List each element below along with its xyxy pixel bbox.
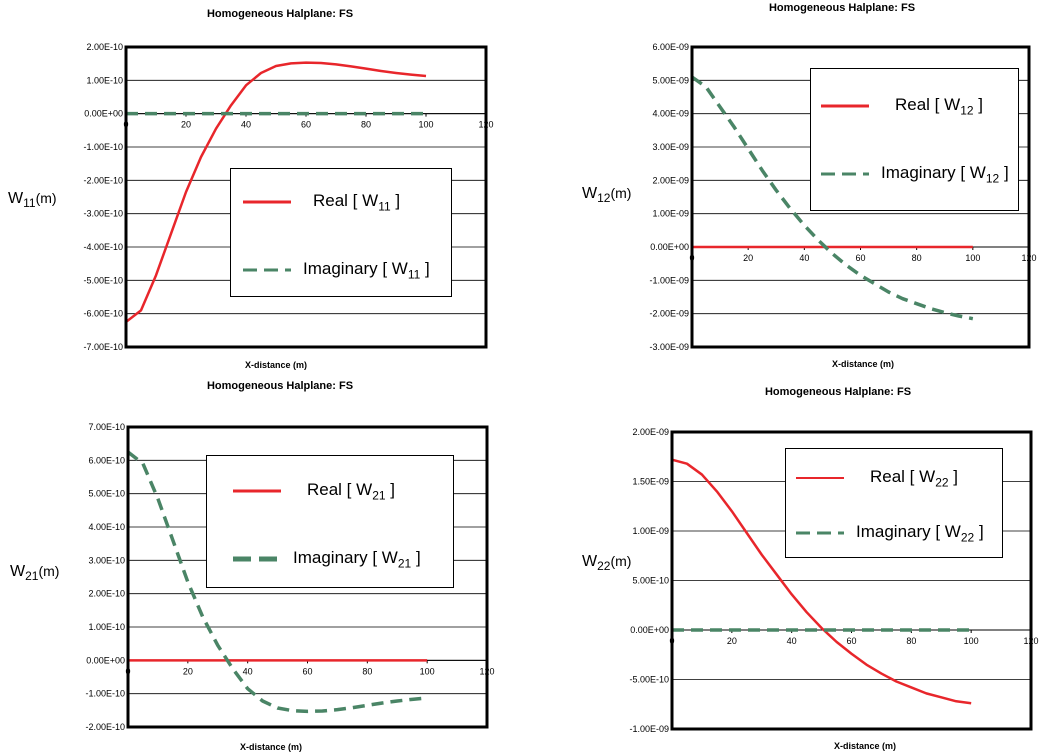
- legend: Real [ W22 ] Imaginary [ W22 ]: [785, 448, 1003, 558]
- legend-imag-label: Imaginary [ W12 ]: [881, 163, 1009, 186]
- plot-frame: [124, 45, 488, 349]
- y-tick-label: -5.00E-10: [629, 675, 669, 685]
- y-tick-label: 2.00E-10: [86, 42, 123, 52]
- y-tick-label: 6.00E-10: [88, 455, 125, 465]
- chart-w22: Homogeneous Halplane: FS W22(m) -1.00E-0…: [532, 378, 1064, 756]
- plot-area: -1.00E-09 -5.00E-10 0.00E+00 5.00E-10 1.00E-…: [629, 427, 1038, 734]
- y-tick-label: -7.00E-10: [83, 342, 123, 352]
- legend-real-label: Real [ W12 ]: [895, 95, 983, 118]
- x-tick-label: 80: [362, 666, 372, 676]
- chart-w12: Homogeneous Halplane: FS W12(m) -3.00E-0…: [532, 0, 1064, 378]
- legend: Real [ W21 ] Imaginary [ W21 ]: [206, 455, 454, 588]
- x-axis-label: X-distance (m): [834, 741, 897, 751]
- x-tick-label: 40: [241, 120, 251, 130]
- y-axis-label: W21(m): [10, 563, 60, 584]
- y-tick-label: 3.00E-09: [652, 142, 689, 152]
- plot-area: -7.00E-10 -6.00E-10 -5.00E-10 -4.00E-10 -3.0…: [83, 42, 493, 352]
- y-tick-label: 3.00E-10: [88, 555, 125, 565]
- y-tick-label: 2.00E-10: [88, 589, 125, 599]
- plot-frame: [126, 425, 489, 729]
- y-axis-label: W22(m): [582, 553, 632, 574]
- y-tick-label: 0.00E+00: [650, 242, 689, 252]
- chart-title: Homogeneous Halplane: FS: [764, 386, 912, 398]
- x-axis-label: X-distance (m): [245, 360, 308, 370]
- plot-area: -2.00E-10 -1.00E-10 0.00E+00 1.00E-10 2.00E-…: [85, 422, 494, 732]
- y-tick-label: -1.00E-09: [629, 724, 669, 734]
- y-tick-label: 4.00E-10: [88, 522, 125, 532]
- x-tick-label: 80: [906, 636, 916, 646]
- y-tick-label: 5.00E-10: [632, 576, 669, 586]
- x-tick-label: 100: [420, 666, 435, 676]
- legend-imag-label: Imaginary [ W22 ]: [856, 522, 984, 545]
- x-tick-label: 20: [727, 636, 737, 646]
- plot-area: -3.00E-09 -2.00E-09 -1.00E-09 0.00E+00 1.00E…: [649, 42, 1036, 352]
- y-tick-label: 0.00E+00: [630, 625, 669, 635]
- y-tick-label: -2.00E-10: [83, 175, 123, 185]
- x-axis-label: X-distance (m): [832, 359, 895, 369]
- plot-frame: [690, 45, 1031, 349]
- y-tick-label: 2.00E-09: [632, 427, 669, 437]
- chart-title: Homogeneous Halplane: FS: [768, 2, 916, 14]
- x-tick-label: 40: [243, 666, 253, 676]
- y-tick-label: -2.00E-09: [649, 309, 689, 319]
- y-tick-label: -3.00E-10: [83, 209, 123, 219]
- y-tick-label: -3.00E-09: [649, 342, 689, 352]
- chart-title: Homogeneous Halplane: FS: [206, 380, 354, 392]
- y-tick-label: 7.00E-10: [88, 422, 125, 432]
- legend-real-label: Real [ W22 ]: [870, 467, 958, 490]
- y-axis-label: W12(m): [582, 185, 632, 206]
- legend-real-label: Real [ W11 ]: [313, 191, 401, 214]
- chart-title: Homogeneous Halplane: FS: [206, 8, 354, 20]
- x-tick-label: 20: [183, 666, 193, 676]
- x-tick-label: 80: [361, 120, 371, 130]
- x-tick-label: 100: [964, 636, 979, 646]
- y-tick-label: 1.00E-09: [652, 209, 689, 219]
- x-tick-label: 20: [743, 253, 753, 263]
- x-tick-label: 40: [787, 636, 797, 646]
- x-tick-label: 60: [855, 253, 865, 263]
- series-real-line: [125, 61, 427, 323]
- y-tick-label: 0.00E+00: [86, 655, 125, 665]
- x-tick-label: 20: [181, 120, 191, 130]
- y-tick-label: 6.00E-09: [652, 42, 689, 52]
- y-tick-label: 4.00E-09: [652, 109, 689, 119]
- x-tick-label: 40: [799, 253, 809, 263]
- legend-real-label: Real [ W21 ]: [307, 480, 395, 503]
- series-real-line: [671, 458, 972, 705]
- y-tick-label: 1.00E-10: [86, 75, 123, 85]
- x-tick-label: 100: [418, 120, 433, 130]
- y-tick-label: -6.00E-10: [83, 309, 123, 319]
- y-tick-label: 5.00E-09: [652, 75, 689, 85]
- legend-imag-label: Imaginary [ W21 ]: [293, 548, 421, 571]
- x-tick-label: 60: [846, 636, 856, 646]
- legend: Real [ W11 ] Imaginary [ W11 ]: [230, 168, 452, 297]
- y-tick-label: 1.00E-09: [632, 526, 669, 536]
- legend: Real [ W12 ] Imaginary [ W12 ]: [810, 68, 1019, 211]
- x-tick-label: 100: [965, 253, 980, 263]
- y-tick-label: 5.00E-10: [88, 489, 125, 499]
- x-tick-label: 60: [301, 120, 311, 130]
- y-tick-label: -2.00E-10: [85, 722, 125, 732]
- y-tick-label: -1.00E-09: [649, 275, 689, 285]
- y-axis-label: W11(m): [8, 190, 57, 211]
- chart-w21: Homogeneous Halplane: FS W21(m) -2.00E-1…: [0, 378, 532, 756]
- y-tick-label: -4.00E-10: [83, 242, 123, 252]
- y-tick-label: 1.00E-10: [88, 622, 125, 632]
- plot-frame: [670, 430, 1033, 731]
- y-tick-label: 1.50E-09: [632, 477, 669, 487]
- x-axis-label: X-distance (m): [240, 742, 303, 752]
- y-tick-label: 0.00E+00: [84, 109, 123, 119]
- y-tick-label: -1.00E-10: [83, 142, 123, 152]
- y-tick-label: -5.00E-10: [83, 275, 123, 285]
- y-tick-label: -1.00E-10: [85, 689, 125, 699]
- x-tick-label: 60: [302, 666, 312, 676]
- legend-imag-label: Imaginary [ W11 ]: [303, 259, 430, 282]
- series-imaginary-line: [126, 450, 428, 714]
- chart-w11: Homogeneous Halplane: FS W11(m) -7.00E-1…: [0, 0, 532, 378]
- x-tick-label: 80: [912, 253, 922, 263]
- y-tick-label: 2.00E-09: [652, 175, 689, 185]
